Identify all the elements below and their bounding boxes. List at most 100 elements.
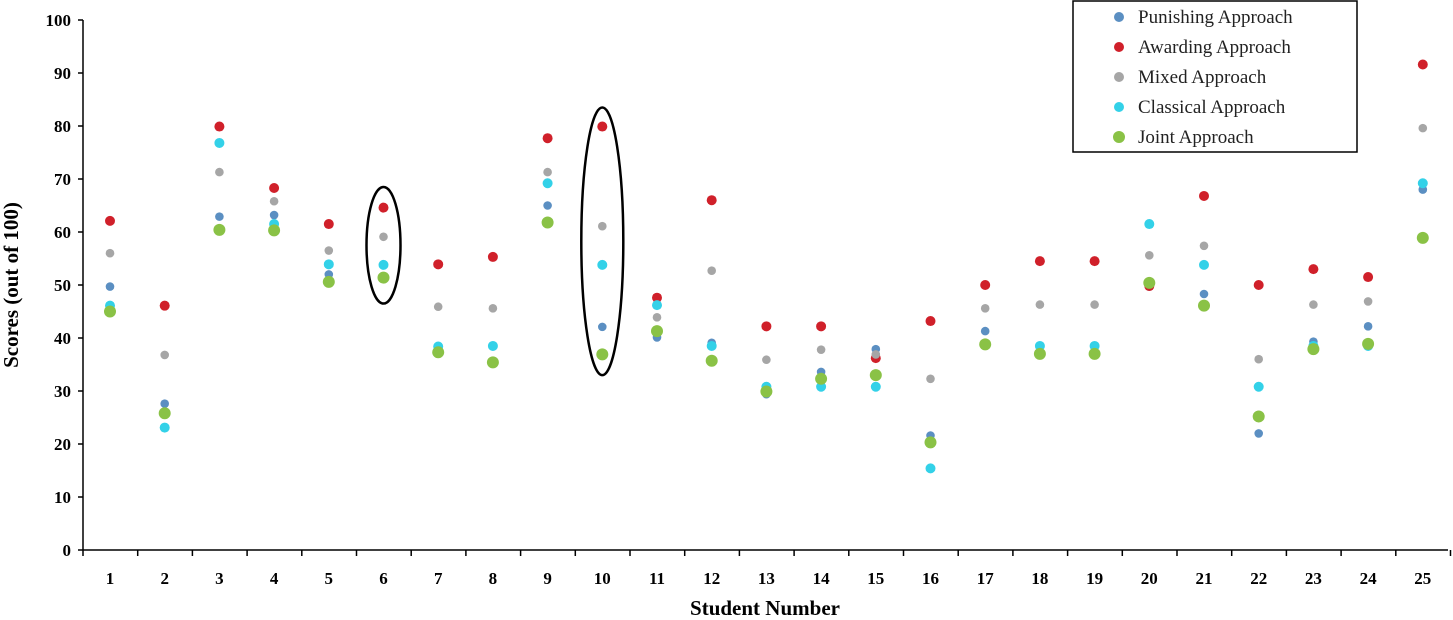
point-classical-approach [652, 300, 662, 311]
point-mixed-approach [762, 355, 771, 365]
point-mixed-approach [215, 167, 224, 177]
point-joint-approach [1307, 343, 1320, 356]
point-classical-approach [159, 422, 170, 433]
point-mixed-approach [324, 246, 334, 255]
point-awarding-approach [706, 195, 717, 206]
x-tick-label: 4 [270, 569, 279, 588]
point-punishing-approach [105, 282, 115, 291]
y-tick-label: 0 [63, 541, 72, 560]
y-tick-label: 10 [54, 488, 71, 507]
legend-label: Joint Approach [1138, 127, 1254, 148]
x-tick-label: 11 [649, 569, 665, 588]
point-mixed-approach [816, 345, 826, 354]
point-joint-approach [541, 216, 554, 229]
point-classical-approach [925, 463, 936, 474]
point-classical-approach [1199, 259, 1209, 270]
point-punishing-approach [543, 201, 552, 210]
point-awarding-approach [105, 215, 115, 226]
point-awarding-approach [652, 292, 662, 303]
point-mixed-approach [652, 313, 662, 322]
x-tick-label: 3 [215, 569, 224, 588]
point-punishing-approach [215, 212, 224, 221]
point-joint-approach [760, 385, 773, 398]
point-joint-approach [1252, 410, 1265, 423]
point-mixed-approach [1199, 241, 1209, 251]
legend-marker [1113, 131, 1125, 143]
point-joint-approach [924, 436, 937, 449]
y-axis-title: Scores (out of 100) [0, 202, 23, 368]
point-awarding-approach [597, 121, 608, 132]
point-mixed-approach [871, 350, 881, 359]
point-classical-approach [706, 340, 717, 351]
x-axis-title: Student Number [690, 596, 840, 620]
y-tick-label: 50 [54, 276, 71, 295]
x-tick-label: 18 [1031, 569, 1048, 588]
point-awarding-approach [542, 133, 553, 144]
point-joint-approach [104, 305, 116, 318]
point-awarding-approach [980, 280, 991, 290]
legend-label: Punishing Approach [1138, 7, 1293, 28]
x-ticks: 1 2 3 4 5 6 7 8 9 10 11 12 13 14 15 16 17 18 19 20 21 22 23 24 2… [82, 550, 1452, 588]
point-joint-approach [1088, 347, 1101, 360]
y-tick-label: 100 [46, 11, 72, 30]
x-tick-label: 17 [977, 569, 995, 588]
point-awarding-approach [1308, 264, 1319, 275]
y-tick-label: 40 [54, 329, 71, 348]
point-joint-approach [213, 223, 226, 236]
point-classical-approach [214, 137, 225, 148]
point-mixed-approach [433, 302, 443, 312]
point-classical-approach [378, 259, 389, 270]
point-awarding-approach [159, 300, 170, 311]
legend-label: Mixed Approach [1138, 67, 1267, 88]
point-awarding-approach [761, 321, 772, 332]
x-tick-label: 5 [325, 569, 334, 588]
legend-marker [1114, 102, 1124, 112]
point-joint-approach [1033, 347, 1046, 360]
point-mixed-approach [707, 266, 716, 275]
legend-marker [1114, 12, 1124, 22]
point-joint-approach [486, 356, 499, 369]
point-mixed-approach [269, 196, 279, 206]
x-tick-label: 13 [758, 569, 775, 588]
point-joint-approach [1143, 276, 1156, 289]
point-joint-approach [268, 224, 281, 237]
point-mixed-approach [1418, 123, 1428, 133]
legend-label: Awarding Approach [1138, 37, 1291, 58]
highlight-ellipse [580, 106, 625, 377]
point-awarding-approach [214, 121, 225, 132]
y-ticks: 0 10 20 30 40 50 60 70 80 90 100 [46, 11, 83, 560]
point-mixed-approach [1309, 300, 1318, 309]
legend-marker [1114, 42, 1124, 52]
y-tick-label: 30 [54, 382, 71, 401]
x-tick-label: 20 [1141, 569, 1158, 588]
y-tick-label: 90 [54, 64, 71, 83]
x-tick-label: 1 [106, 569, 115, 588]
point-joint-approach [158, 407, 171, 420]
point-mixed-approach [1090, 300, 1099, 309]
point-punishing-approach [1363, 322, 1373, 331]
point-awarding-approach [925, 316, 936, 327]
point-joint-approach [979, 338, 992, 351]
y-tick-label: 80 [54, 117, 71, 136]
point-joint-approach [705, 354, 718, 367]
point-joint-approach [815, 372, 828, 385]
point-joint-approach [377, 271, 390, 284]
point-mixed-approach [160, 350, 169, 360]
x-tick-label: 14 [813, 569, 831, 588]
point-awarding-approach [269, 183, 280, 194]
point-mixed-approach [488, 304, 498, 313]
point-awarding-approach [816, 321, 827, 332]
point-mixed-approach [598, 221, 607, 231]
x-tick-label: 2 [160, 569, 169, 588]
point-classical-approach [1144, 219, 1155, 230]
legend-label: Classical Approach [1138, 97, 1286, 118]
point-joint-approach [1362, 337, 1375, 350]
data-points [104, 59, 1429, 474]
point-mixed-approach [980, 304, 990, 313]
point-awarding-approach [323, 219, 334, 230]
point-classical-approach [487, 340, 498, 351]
point-mixed-approach [1145, 251, 1154, 260]
point-joint-approach [596, 348, 609, 361]
x-tick-label: 12 [703, 569, 720, 588]
